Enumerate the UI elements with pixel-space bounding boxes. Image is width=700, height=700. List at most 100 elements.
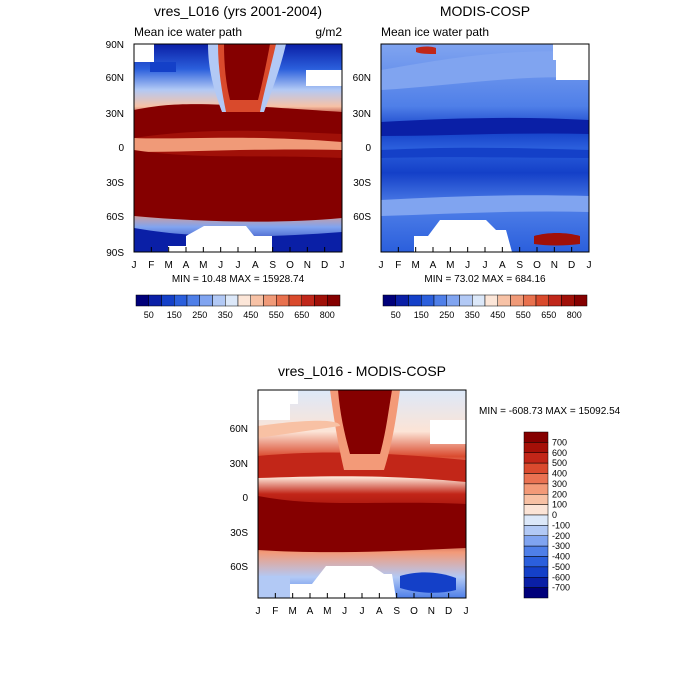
obs-xtick-label: J <box>465 260 470 271</box>
obs-xtick-label: N <box>551 260 558 271</box>
diff-xtick-label: N <box>428 606 435 617</box>
diff-xtick-label: J <box>256 606 261 617</box>
diff-xtick-label: M <box>323 606 331 617</box>
obs-xtick-label: O <box>533 260 541 271</box>
model-xtick-label: A <box>252 260 259 271</box>
model-colorbar-swatch <box>135 294 149 307</box>
obs-colorbar-label: 800 <box>567 310 582 320</box>
model-y-ticks: 90N 60N 30N 0 30S 60S 90S <box>106 40 125 259</box>
model-title: vres_L016 (yrs 2001-2004) <box>154 3 322 19</box>
diff-colorbar-swatch <box>523 431 549 443</box>
diff-xtick-label: A <box>307 606 314 617</box>
diff-title: vres_L016 - MODIS-COSP <box>278 363 446 379</box>
obs-xtick-label: J <box>587 260 592 271</box>
obs-colorbar-swatch <box>497 294 511 307</box>
model-colorbar-swatch <box>212 294 226 307</box>
model-colorbar-label: 150 <box>167 310 182 320</box>
diff-xtick-label: J <box>342 606 347 617</box>
obs-xtick-label: D <box>568 260 575 271</box>
model-colorbar-swatch <box>199 294 213 307</box>
obs-ytick-label: 30S <box>353 178 371 189</box>
model-colorbar-swatch <box>301 294 315 307</box>
model-heatmap <box>134 44 342 252</box>
obs-colorbar-swatch <box>408 294 422 307</box>
model-xtick-label: M <box>199 260 207 271</box>
diff-xtick-label: M <box>288 606 296 617</box>
obs-colorbar-swatch <box>472 294 486 307</box>
model-stats: MIN = 10.48 MAX = 15928.74 <box>172 274 305 285</box>
obs-colorbar-swatch <box>535 294 549 307</box>
diff-colorbar-swatch <box>523 483 549 495</box>
model-ytick-label: 90N <box>106 40 124 51</box>
model-colorbar-swatch <box>327 294 341 307</box>
model-ytick-label: 0 <box>118 143 124 154</box>
diff-colorbar-swatch <box>523 514 549 526</box>
model-xtick-label: A <box>183 260 190 271</box>
model-xtick-label: D <box>321 260 328 271</box>
obs-colorbar-label: 50 <box>391 310 401 320</box>
diff-colorbar-label: -200 <box>552 531 570 541</box>
model-colorbar-swatch <box>314 294 328 307</box>
obs-heatmap <box>381 44 589 252</box>
obs-ytick-label: 60N <box>353 73 371 84</box>
model-xtick-label: S <box>269 260 276 271</box>
obs-colorbar-swatch <box>548 294 562 307</box>
diff-colorbar-swatch <box>523 494 549 505</box>
diff-xtick-label: J <box>360 606 365 617</box>
model-xtick-label: J <box>132 260 137 271</box>
diff-ytick-label: 60S <box>230 562 248 573</box>
model-colorbar-label: 350 <box>218 310 233 320</box>
obs-xtick-label: M <box>411 260 419 271</box>
obs-colorbar: 50 150 250 350 450 550 650 800 <box>382 294 588 320</box>
obs-y-ticks: 60N 30N 0 30S 60S <box>353 73 372 223</box>
diff-ytick-label: 0 <box>242 493 248 504</box>
obs-title: MODIS-COSP <box>440 3 530 19</box>
diff-colorbar-label: 500 <box>552 458 567 468</box>
obs-colorbar-label: 550 <box>516 310 531 320</box>
model-colorbar-label: 650 <box>294 310 309 320</box>
diff-colorbar-swatch <box>523 525 549 536</box>
diff-colorbar-swatch <box>523 587 549 599</box>
model-xtick-label: J <box>218 260 223 271</box>
diff-y-ticks: 60N 30N 0 30S 60S <box>230 424 249 573</box>
model-colorbar-label: 550 <box>269 310 284 320</box>
model-colorbar-swatch <box>186 294 200 307</box>
model-colorbar-swatch <box>263 294 277 307</box>
diff-colorbar-swatch <box>523 473 549 485</box>
model-ytick-label: 30N <box>106 109 124 120</box>
diff-colorbar-swatch <box>523 535 549 547</box>
obs-colorbar-swatch <box>459 294 473 307</box>
diff-panel: vres_L016 - MODIS-COSP 60N 30N 0 30S 60S… <box>230 363 621 617</box>
diff-stats: MIN = -608.73 MAX = 15092.54 <box>479 406 621 417</box>
diff-xtick-label: F <box>272 606 278 617</box>
obs-colorbar-swatch <box>382 294 396 307</box>
obs-colorbar-swatch <box>421 294 435 307</box>
model-units: g/m2 <box>315 25 342 39</box>
obs-colorbar-swatch <box>574 294 588 307</box>
obs-colorbar-label: 150 <box>414 310 429 320</box>
diff-colorbar-label: 400 <box>552 469 567 479</box>
diff-colorbar-label: 700 <box>552 437 567 447</box>
obs-colorbar-swatch <box>433 294 447 307</box>
obs-colorbar-swatch <box>561 294 575 307</box>
diff-colorbar-swatch <box>523 442 549 453</box>
diff-colorbar-swatch <box>523 452 549 464</box>
diff-xtick-label: S <box>393 606 400 617</box>
diff-ytick-label: 60N <box>230 424 248 435</box>
model-ytick-label: 60N <box>106 73 124 84</box>
model-subtitle: Mean ice water path <box>134 25 242 39</box>
obs-panel: MODIS-COSP Mean ice water path 60N 30N 0… <box>353 3 592 320</box>
diff-colorbar: 7006005004003002001000-100-200-300-400-5… <box>523 431 570 599</box>
diff-colorbar-swatch <box>523 504 549 516</box>
obs-subtitle: Mean ice water path <box>381 25 489 39</box>
diff-colorbar-swatch <box>523 566 549 578</box>
model-colorbar-label: 50 <box>144 310 154 320</box>
obs-xtick-label: F <box>395 260 401 271</box>
diff-ytick-label: 30S <box>230 528 248 539</box>
model-ytick-label: 30S <box>106 178 124 189</box>
diff-xtick-label: A <box>376 606 383 617</box>
model-colorbar-swatch <box>250 294 264 307</box>
